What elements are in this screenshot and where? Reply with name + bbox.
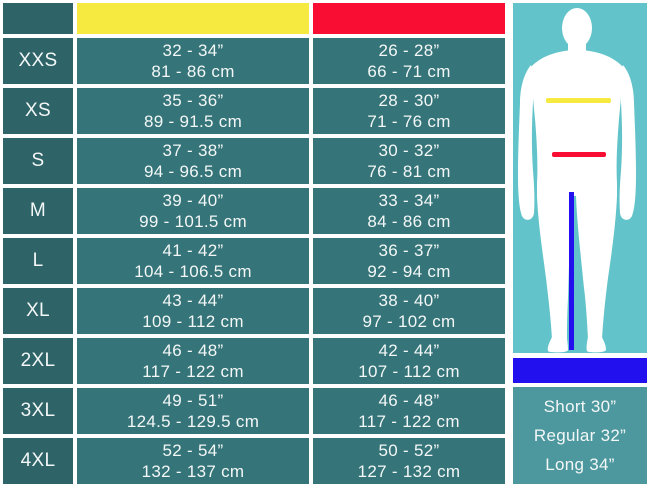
chest-cm: 117 - 122 cm xyxy=(142,362,244,381)
size-label: M xyxy=(3,188,73,234)
chest-inches: 49 - 51” xyxy=(162,391,224,410)
chest-cm: 81 - 86 cm xyxy=(151,62,235,81)
chest-range-cell: 46 - 48” 117 - 122 cm xyxy=(77,338,309,384)
waist-range-cell: 46 - 48” 117 - 122 cm xyxy=(313,388,505,434)
waist-cm: 92 - 94 cm xyxy=(367,262,451,281)
waist-measure-line xyxy=(552,152,606,157)
header-size-cell xyxy=(3,3,73,34)
chest-inches: 43 - 44” xyxy=(162,291,224,310)
waist-cm: 71 - 76 cm xyxy=(367,112,451,131)
waist-range-cell: 33 - 34” 84 - 86 cm xyxy=(313,188,505,234)
waist-inches: 28 - 30” xyxy=(378,91,440,110)
size-label: 3XL xyxy=(3,388,73,434)
chest-inches: 37 - 38” xyxy=(162,141,224,160)
mannequin-figure xyxy=(518,8,636,353)
waist-cm: 117 - 122 cm xyxy=(358,412,460,431)
waist-inches: 30 - 32” xyxy=(378,141,440,160)
chest-cm: 124.5 - 129.5 cm xyxy=(126,412,260,431)
chest-cm: 109 - 112 cm xyxy=(142,312,244,331)
waist-inches: 50 - 52” xyxy=(378,441,440,460)
waist-cm: 76 - 81 cm xyxy=(367,162,451,181)
waist-inches: 46 - 48” xyxy=(378,391,440,410)
size-label: S xyxy=(3,138,73,184)
waist-cm: 127 - 132 cm xyxy=(357,462,461,481)
waist-cm: 84 - 86 cm xyxy=(367,212,451,231)
chest-inches: 46 - 48” xyxy=(162,341,224,360)
chest-cm: 99 - 101.5 cm xyxy=(139,212,247,231)
waist-range-cell: 42 - 44” 107 - 112 cm xyxy=(313,338,505,384)
chest-range-cell: 41 - 42” 104 - 106.5 cm xyxy=(77,238,309,284)
chest-cm: 104 - 106.5 cm xyxy=(134,262,252,281)
chest-inches: 32 - 34” xyxy=(162,41,224,60)
header-waist-swatch xyxy=(313,3,505,34)
mannequin-silhouette xyxy=(518,8,636,353)
size-label: XXS xyxy=(3,38,73,84)
chest-cm: 132 - 137 cm xyxy=(141,462,245,481)
waist-inches: 38 - 40” xyxy=(378,291,440,310)
size-label: 2XL xyxy=(3,338,73,384)
inseam-short: Short 30” xyxy=(543,396,617,416)
header-chest-swatch xyxy=(77,3,309,34)
waist-range-cell: 38 - 40” 97 - 102 cm xyxy=(313,288,505,334)
size-table: XXS 32 - 34” 81 - 86 cm 26 - 28” 66 - 71… xyxy=(3,3,505,484)
inseam-lengths-panel: Short 30” Regular 32” Long 34” xyxy=(513,387,647,484)
chest-range-cell: 52 - 54” 132 - 137 cm xyxy=(77,438,309,484)
waist-inches: 33 - 34” xyxy=(378,191,440,210)
waist-range-cell: 50 - 52” 127 - 132 cm xyxy=(313,438,505,484)
chest-inches: 52 - 54” xyxy=(162,441,224,460)
chest-range-cell: 37 - 38” 94 - 96.5 cm xyxy=(77,138,309,184)
waist-inches: 36 - 37” xyxy=(378,241,440,260)
chest-range-cell: 32 - 34” 81 - 86 cm xyxy=(77,38,309,84)
inseam-measure-line xyxy=(569,192,574,350)
chest-inches: 39 - 40” xyxy=(162,191,224,210)
inseam-long: Long 34” xyxy=(545,454,615,474)
waist-cm: 66 - 71 cm xyxy=(367,62,451,81)
waist-inches: 42 - 44” xyxy=(378,341,440,360)
chest-cm: 94 - 96.5 cm xyxy=(143,162,243,181)
inseam-regular: Regular 32” xyxy=(533,425,627,445)
waist-range-cell: 26 - 28” 66 - 71 cm xyxy=(313,38,505,84)
chest-inches: 41 - 42” xyxy=(162,241,224,260)
chest-cm: 89 - 91.5 cm xyxy=(143,112,243,131)
size-label: XS xyxy=(3,88,73,134)
size-label: L xyxy=(3,238,73,284)
waist-inches: 26 - 28” xyxy=(378,41,440,60)
chest-range-cell: 39 - 40” 99 - 101.5 cm xyxy=(77,188,309,234)
mannequin-panel xyxy=(513,3,647,353)
size-label: XL xyxy=(3,288,73,334)
waist-range-cell: 36 - 37” 92 - 94 cm xyxy=(313,238,505,284)
chest-range-cell: 43 - 44” 109 - 112 cm xyxy=(77,288,309,334)
chest-measure-line xyxy=(546,98,611,103)
waist-range-cell: 28 - 30” 71 - 76 cm xyxy=(313,88,505,134)
chest-range-cell: 35 - 36” 89 - 91.5 cm xyxy=(77,88,309,134)
waist-cm: 97 - 102 cm xyxy=(362,312,456,331)
chest-range-cell: 49 - 51” 124.5 - 129.5 cm xyxy=(77,388,309,434)
size-label: 4XL xyxy=(3,438,73,484)
waist-range-cell: 30 - 32” 76 - 81 cm xyxy=(313,138,505,184)
inseam-swatch-bar xyxy=(513,358,647,383)
waist-cm: 107 - 112 cm xyxy=(358,362,460,381)
chest-inches: 35 - 36” xyxy=(162,91,224,110)
